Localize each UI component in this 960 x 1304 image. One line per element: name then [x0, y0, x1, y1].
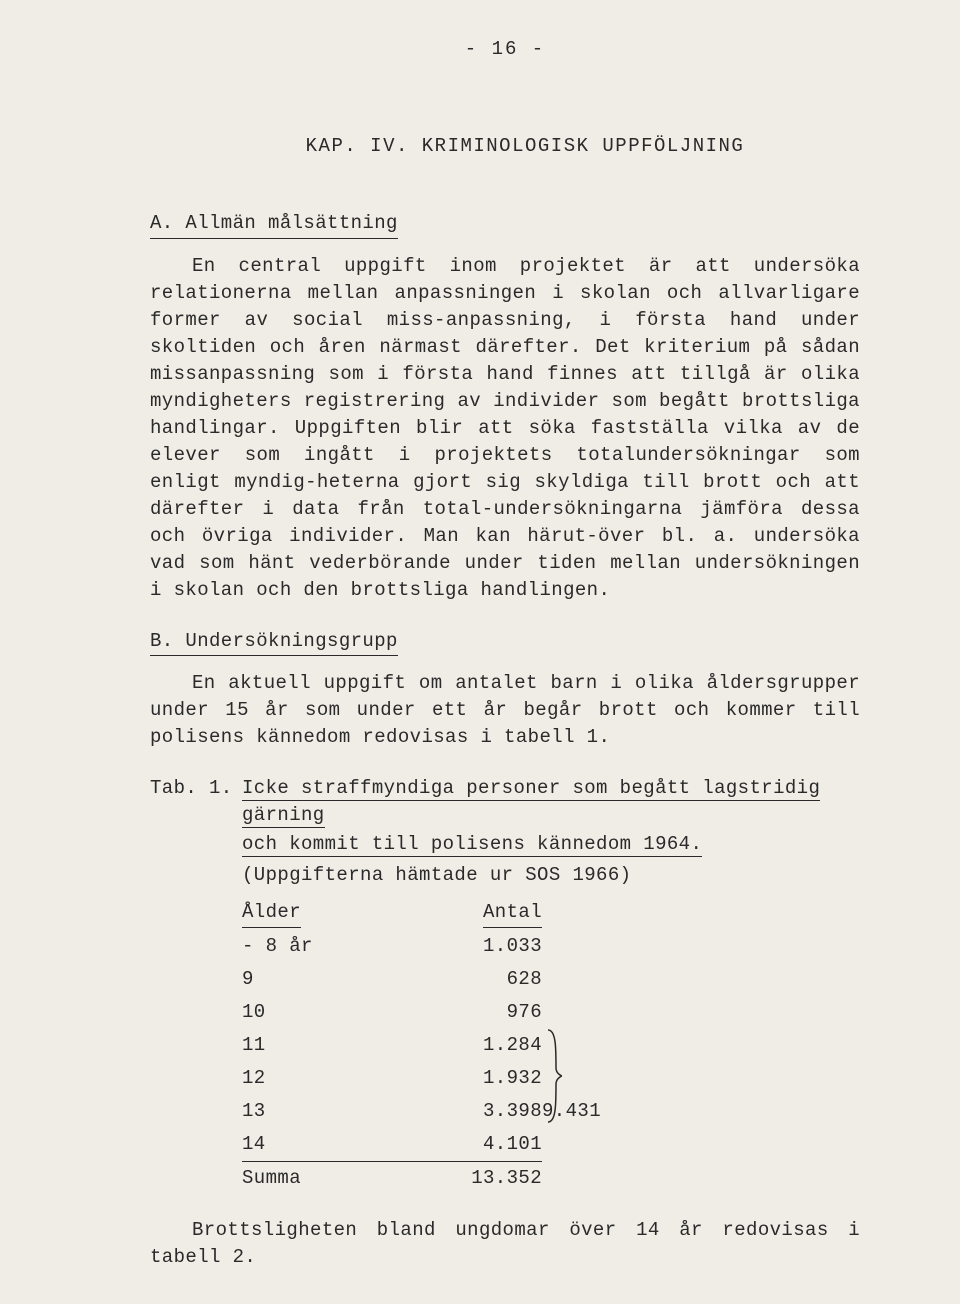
curly-brace-icon [546, 1028, 562, 1124]
table-sum-row: Summa 13.352 [242, 1162, 601, 1195]
section-b-label: B. Undersökningsgrupp [150, 628, 398, 657]
cell-age: - 8 år [242, 930, 432, 963]
table-title-line2: och kommit till polisens kännedom 1964. [242, 833, 702, 857]
cell-count: 628 [432, 963, 542, 996]
cell-count: 1.033 [432, 930, 542, 963]
table-row: - 8 år 1.033 [242, 930, 601, 963]
table-caption-row2: och kommit till polisens kännedom 1964. [150, 831, 860, 858]
col-count-header: Antal [483, 899, 542, 928]
cell-age: 12 [242, 1062, 432, 1095]
table-row: 12 1.932 9.431 [242, 1062, 601, 1095]
data-table: Ålder Antal - 8 år 1.033 9 628 10 [242, 897, 601, 1195]
cell-age: 10 [242, 996, 432, 1029]
chapter-title: KAP. IV. KRIMINOLOGISK UPPFÖLJNING [190, 133, 860, 160]
table-header-row: Ålder Antal [242, 897, 601, 930]
col-age-header: Ålder [242, 899, 301, 928]
section-a-paragraph: En central uppgift inom projektet är att… [150, 253, 860, 604]
table-prefix-spacer [150, 831, 242, 858]
table-title-line1: Icke straffmyndiga personer som begått l… [242, 777, 820, 828]
cell-age: 14 [242, 1128, 432, 1161]
cell-age: 11 [242, 1029, 432, 1062]
table-prefix: Tab. 1. [150, 775, 242, 829]
closing-paragraph: Brottsligheten bland ungdomar över 14 år… [150, 1217, 860, 1271]
cell-count: 4.101 [432, 1128, 542, 1161]
cell-count: 1.284 [432, 1029, 542, 1062]
cell-count: 1.932 [432, 1062, 542, 1095]
cell-age: 13 [242, 1095, 432, 1128]
sum-label: Summa [242, 1162, 432, 1195]
table-row: 10 976 [242, 996, 601, 1029]
section-b-heading: B. Undersökningsgrupp [150, 628, 860, 657]
page: - 16 - KAP. IV. KRIMINOLOGISK UPPFÖLJNIN… [0, 0, 960, 1304]
table-row: 9 628 [242, 963, 601, 996]
table-caption-row1: Tab. 1. Icke straffmyndiga personer som … [150, 775, 860, 829]
sum-value: 13.352 [432, 1162, 542, 1195]
cell-count: 976 [432, 996, 542, 1029]
cell-age: 9 [242, 963, 432, 996]
page-number: - 16 - [150, 36, 860, 63]
cell-count: 3.398 [432, 1095, 542, 1128]
section-b-paragraph: En aktuell uppgift om antalet barn i oli… [150, 670, 860, 751]
section-a-heading: A. Allmän målsättning [150, 210, 860, 239]
table-block: (Uppgifterna hämtade ur SOS 1966) Ålder … [242, 862, 860, 1195]
section-a-label: A. Allmän målsättning [150, 210, 398, 239]
table-source: (Uppgifterna hämtade ur SOS 1966) [242, 862, 860, 889]
